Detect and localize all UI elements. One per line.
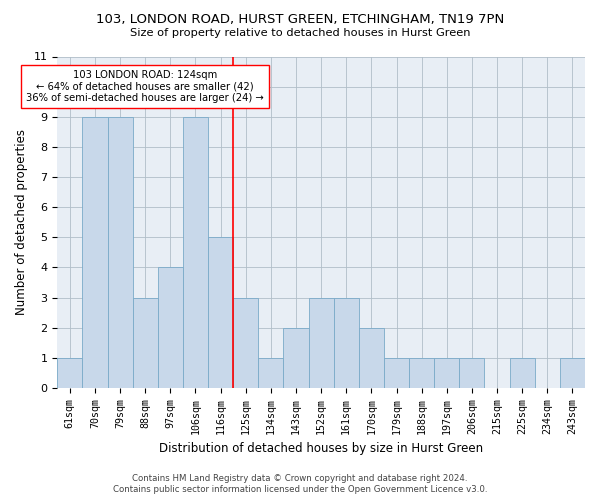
Bar xyxy=(183,117,208,388)
Bar xyxy=(259,358,283,388)
Bar xyxy=(409,358,434,388)
Bar xyxy=(334,298,359,388)
Text: Contains HM Land Registry data © Crown copyright and database right 2024.
Contai: Contains HM Land Registry data © Crown c… xyxy=(113,474,487,494)
Bar xyxy=(560,358,585,388)
Text: Size of property relative to detached houses in Hurst Green: Size of property relative to detached ho… xyxy=(130,28,470,38)
Bar xyxy=(283,328,308,388)
Bar xyxy=(509,358,535,388)
Y-axis label: Number of detached properties: Number of detached properties xyxy=(15,129,28,315)
Bar xyxy=(208,238,233,388)
Bar xyxy=(107,117,133,388)
X-axis label: Distribution of detached houses by size in Hurst Green: Distribution of detached houses by size … xyxy=(159,442,483,455)
Bar xyxy=(308,298,334,388)
Text: 103, LONDON ROAD, HURST GREEN, ETCHINGHAM, TN19 7PN: 103, LONDON ROAD, HURST GREEN, ETCHINGHA… xyxy=(96,12,504,26)
Bar xyxy=(460,358,484,388)
Text: 103 LONDON ROAD: 124sqm
← 64% of detached houses are smaller (42)
36% of semi-de: 103 LONDON ROAD: 124sqm ← 64% of detache… xyxy=(26,70,264,103)
Bar xyxy=(233,298,259,388)
Bar xyxy=(82,117,107,388)
Bar xyxy=(434,358,460,388)
Bar xyxy=(57,358,82,388)
Bar xyxy=(359,328,384,388)
Bar xyxy=(158,268,183,388)
Bar xyxy=(384,358,409,388)
Bar xyxy=(133,298,158,388)
